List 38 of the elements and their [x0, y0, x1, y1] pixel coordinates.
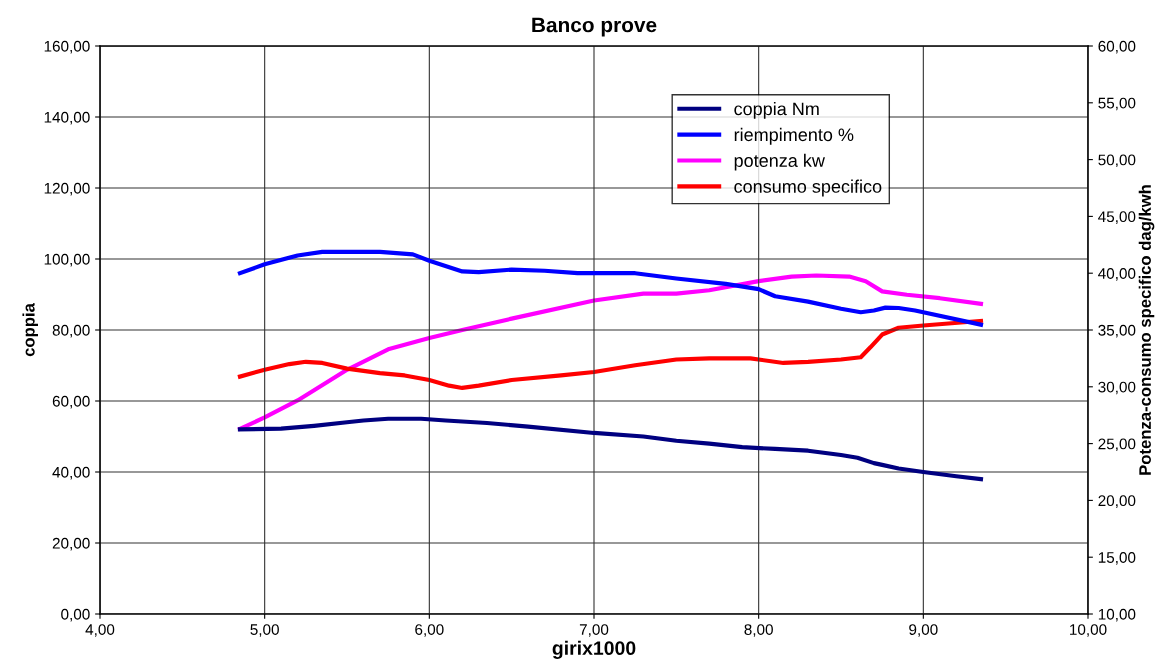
y-tick-label: 60,00	[52, 395, 90, 409]
legend-label: coppia Nm	[734, 102, 819, 119]
y2-tick-label: 50,00	[1098, 154, 1136, 168]
y2-tick-label: 25,00	[1098, 438, 1136, 452]
y-tick-label: 20,00	[52, 537, 90, 551]
x-axis-title: girix1000	[552, 640, 636, 659]
y2-tick-label: 15,00	[1098, 552, 1136, 565]
y2-tick-label: 10,00	[1098, 608, 1136, 622]
x-tick-label: 6,00	[415, 624, 444, 637]
legend-label: riempimento %	[734, 127, 854, 145]
line-series	[237, 249, 984, 327]
line-series	[237, 416, 984, 482]
legend-label: potenza kw	[734, 153, 825, 171]
y-tick-label: 100,00	[44, 253, 90, 267]
y2-tick-label: 55,00	[1098, 97, 1136, 111]
y2-axis-title: Potenza-consumo specifico dag/kwh	[1138, 185, 1155, 475]
line-series	[237, 318, 984, 391]
x-tick-label: 4,00	[85, 624, 115, 637]
y2-tick-label: 35,00	[1098, 324, 1136, 338]
y-tick-label: 40,00	[52, 466, 90, 480]
x-tick-label: 5,00	[250, 624, 279, 637]
y-tick-label: 160,00	[44, 40, 90, 54]
y-tick-label: 0,00	[61, 608, 90, 622]
y-tick-label: 140,00	[44, 111, 90, 125]
y-tick-label: 120,00	[44, 182, 90, 196]
y-tick-label: 80,00	[52, 324, 90, 338]
legend-label: consumo specifico	[734, 179, 882, 197]
y2-tick-label: 60,00	[1098, 40, 1136, 54]
chart-title: Banco prove	[532, 17, 657, 37]
y2-tick-label: 40,00	[1098, 268, 1136, 281]
x-tick-label: 8,00	[744, 624, 773, 637]
y-axis-title: coppia	[22, 303, 38, 357]
y2-tick-label: 20,00	[1098, 495, 1136, 508]
y2-tick-label: 45,00	[1098, 211, 1136, 224]
x-tick-label: 10,00	[1070, 624, 1107, 637]
x-tick-label: 9,00	[909, 624, 938, 637]
y2-tick-label: 30,00	[1098, 381, 1136, 395]
x-tick-label: 7,00	[579, 624, 609, 637]
